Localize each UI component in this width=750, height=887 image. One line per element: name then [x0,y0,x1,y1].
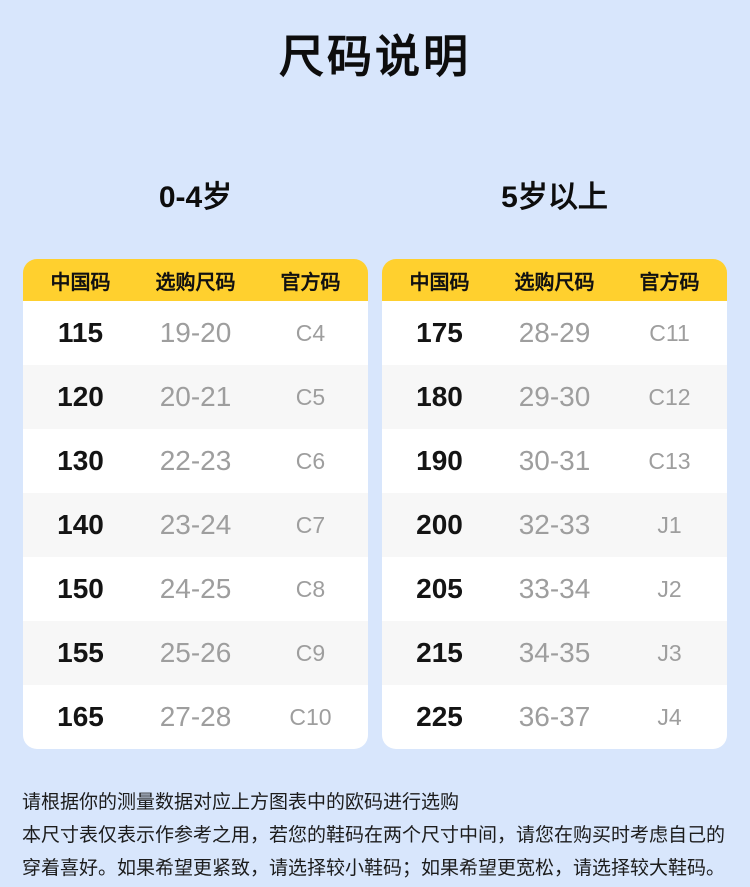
range-size-cell: 32-33 [518,509,591,540]
range-size-cell: 23-24 [159,509,232,540]
cn-size-cell: 155 [57,637,104,668]
table-row: 150 24-25 C8 [23,557,368,621]
age-group-label-0-4: 0-4岁 [158,181,233,214]
size-notes: 请根据你的测量数据对应上方图表中的欧码进行选购 本尺寸表仅表示作参考之用，若您的… [22,786,728,885]
table-row: 120 20-21 C5 [23,365,368,429]
column-header: 选购尺码 [514,271,595,294]
cn-size-cell: 205 [416,573,463,604]
official-code-cell: J3 [657,639,682,666]
table-row: 200 32-33 J1 [382,493,727,557]
note-line-2: 本尺寸表仅表示作参考之用，若您的鞋码在两个尺寸中间，请您在购买时考虑自己的穿着喜… [22,825,726,879]
range-size-cell: 25-26 [159,637,232,668]
age-group-label-5-plus: 5岁以上 [501,181,608,214]
table-header: 中国码 选购尺码 官方码 [382,259,727,301]
cn-size-cell: 150 [57,573,104,604]
table-body: 115 19-20 C4 120 20-21 C5 130 22-23 C6 140 23-24 C7… [23,301,368,749]
table-row: 180 29-30 C12 [382,365,727,429]
table-body: 175 28-29 C11 180 29-30 C12 190 30-31 C13 200 32-3… [382,301,727,749]
table-header: 中国码 选购尺码 官方码 [23,259,368,301]
size-table-5-plus: 中国码 选购尺码 官方码 175 28-29 C11 180 29-30 C12 190 30-3… [382,259,727,749]
table-row: 225 36-37 J4 [382,685,727,749]
column-header: 中国码 [409,271,470,294]
official-code-cell: C9 [295,639,326,666]
table-row: 215 34-35 J3 [382,621,727,685]
cn-size-cell: 200 [416,509,463,540]
cn-size-cell: 215 [416,637,463,668]
official-code-cell: C7 [295,511,326,538]
range-size-cell: 24-25 [159,573,232,604]
cn-size-cell: 130 [57,445,104,476]
table-row: 130 22-23 C6 [23,429,368,493]
cn-size-cell: 225 [416,701,463,732]
page-title: 尺码说明 [278,31,471,82]
range-size-cell: 19-20 [159,317,232,348]
official-code-cell: C5 [295,383,326,410]
range-size-cell: 20-21 [159,381,232,412]
official-code-cell: C6 [295,447,326,474]
age-group-labels: 0-4岁 5岁以上 [0,181,750,215]
table-row: 115 19-20 C4 [23,301,368,365]
official-code-cell: J2 [657,575,682,602]
official-code-cell: C13 [648,447,691,474]
column-header: 官方码 [280,271,341,294]
size-tables: 中国码 选购尺码 官方码 115 19-20 C4 120 20-21 C5 130 22-23 C… [0,259,750,749]
size-table-0-4: 中国码 选购尺码 官方码 115 19-20 C4 120 20-21 C5 130 22-23 C… [23,259,368,749]
range-size-cell: 22-23 [159,445,232,476]
column-header: 中国码 [50,271,111,294]
table-row: 190 30-31 C13 [382,429,727,493]
column-header: 选购尺码 [155,271,236,294]
column-header: 官方码 [639,271,700,294]
range-size-cell: 27-28 [159,701,232,732]
range-size-cell: 33-34 [518,573,591,604]
range-size-cell: 36-37 [518,701,591,732]
table-row: 205 33-34 J2 [382,557,727,621]
cn-size-cell: 120 [57,381,104,412]
range-size-cell: 29-30 [518,381,591,412]
cn-size-cell: 175 [416,317,463,348]
range-size-cell: 28-29 [518,317,591,348]
table-row: 175 28-29 C11 [382,301,727,365]
official-code-cell: C8 [295,575,326,602]
table-row: 165 27-28 C10 [23,685,368,749]
official-code-cell: C12 [648,383,691,410]
note-line-1: 请根据你的测量数据对应上方图表中的欧码进行选购 [22,792,460,813]
official-code-cell: J4 [657,703,682,730]
official-code-cell: C4 [295,319,326,346]
table-row: 140 23-24 C7 [23,493,368,557]
cn-size-cell: 190 [416,445,463,476]
cn-size-cell: 180 [416,381,463,412]
range-size-cell: 34-35 [518,637,591,668]
cn-size-cell: 165 [57,701,104,732]
official-code-cell: C10 [289,703,332,730]
table-row: 155 25-26 C9 [23,621,368,685]
range-size-cell: 30-31 [518,445,591,476]
official-code-cell: J1 [657,511,682,538]
official-code-cell: C11 [649,319,690,346]
cn-size-cell: 140 [57,509,104,540]
cn-size-cell: 115 [57,317,104,348]
